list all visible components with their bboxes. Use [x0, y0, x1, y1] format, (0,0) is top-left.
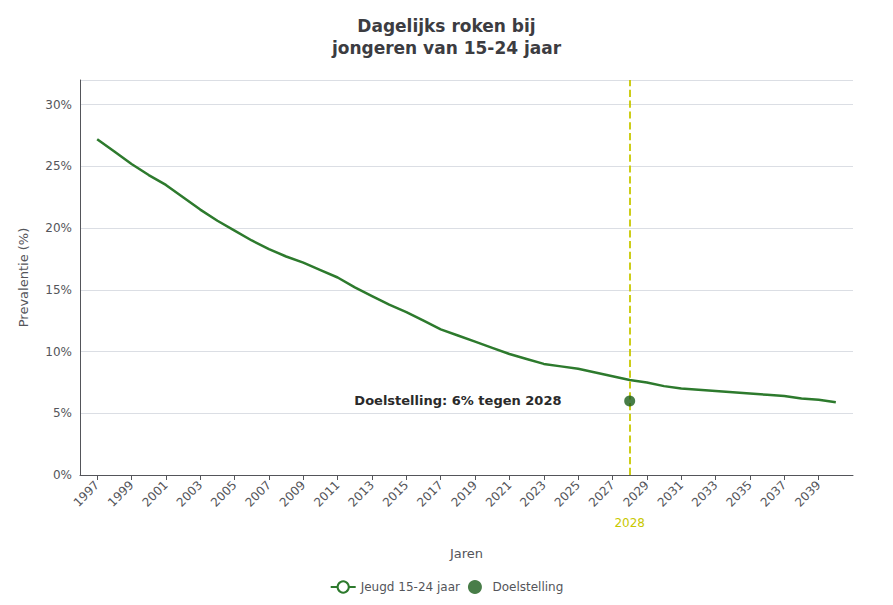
svg-text:2027: 2027 [586, 478, 617, 509]
svg-text:2021: 2021 [483, 478, 514, 509]
svg-text:1999: 1999 [105, 478, 136, 509]
svg-text:20%: 20% [45, 221, 72, 235]
svg-text:2003: 2003 [174, 478, 205, 509]
svg-text:2015: 2015 [380, 478, 411, 509]
svg-text:2017: 2017 [414, 478, 445, 509]
svg-text:2037: 2037 [758, 478, 789, 509]
svg-text:2029: 2029 [620, 478, 651, 509]
svg-text:5%: 5% [53, 406, 72, 420]
svg-text:Jeugd 15-24 jaar: Jeugd 15-24 jaar [360, 580, 460, 594]
svg-text:2005: 2005 [208, 478, 239, 509]
svg-text:Jaren: Jaren [449, 546, 483, 561]
svg-text:2039: 2039 [792, 478, 823, 509]
svg-text:Dagelijks roken bij: Dagelijks roken bij [357, 16, 535, 36]
svg-text:10%: 10% [45, 345, 72, 359]
svg-text:2001: 2001 [139, 478, 170, 509]
svg-text:2025: 2025 [552, 478, 583, 509]
svg-text:2013: 2013 [346, 478, 377, 509]
svg-text:2007: 2007 [242, 478, 273, 509]
svg-text:Doelstelling: 6% tegen 2028: Doelstelling: 6% tegen 2028 [354, 393, 561, 408]
svg-text:2023: 2023 [517, 478, 548, 509]
svg-text:2035: 2035 [723, 478, 754, 509]
svg-text:2031: 2031 [655, 478, 686, 509]
svg-text:0%: 0% [53, 468, 72, 482]
svg-text:jongeren van 15-24 jaar: jongeren van 15-24 jaar [331, 38, 562, 58]
svg-text:2033: 2033 [689, 478, 720, 509]
svg-text:2028: 2028 [614, 516, 645, 530]
svg-text:2019: 2019 [449, 478, 480, 509]
svg-text:2009: 2009 [277, 478, 308, 509]
svg-text:2011: 2011 [311, 478, 342, 509]
svg-text:Prevalentie (%): Prevalentie (%) [16, 228, 31, 328]
svg-text:30%: 30% [45, 98, 72, 112]
svg-text:25%: 25% [45, 159, 72, 173]
svg-text:1997: 1997 [71, 478, 102, 509]
svg-text:15%: 15% [45, 283, 72, 297]
svg-text:Doelstelling: Doelstelling [492, 580, 563, 594]
